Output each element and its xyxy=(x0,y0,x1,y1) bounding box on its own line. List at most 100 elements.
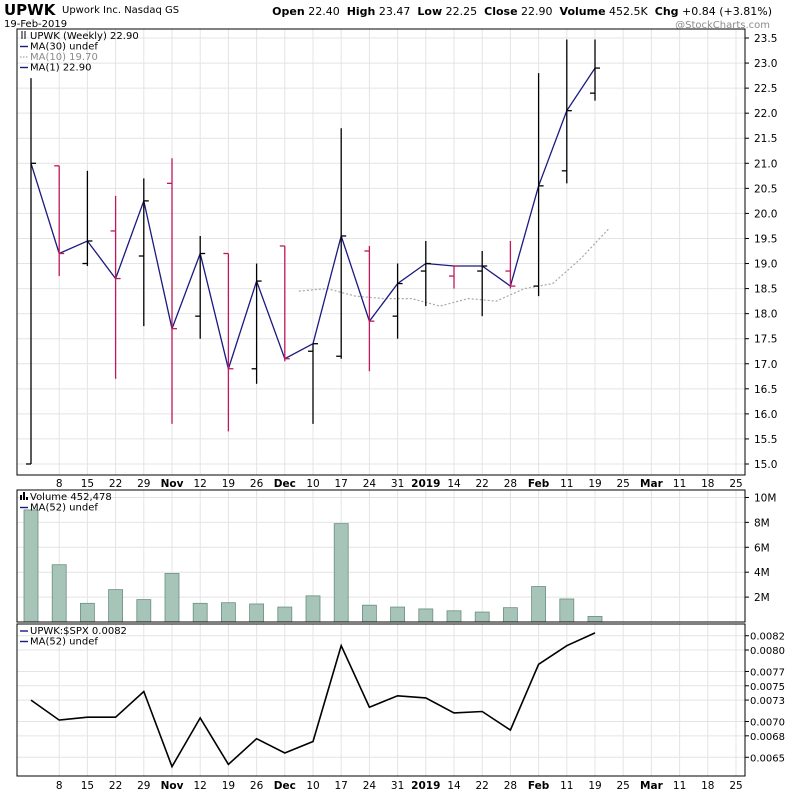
xtick-bottom-22: 11 xyxy=(673,780,686,792)
high-label: High xyxy=(346,5,376,18)
legend-label-1-1: MA(52) undef xyxy=(30,503,98,514)
low-value: 22.25 xyxy=(445,5,478,18)
price-ytick-label-16: 23.0 xyxy=(754,58,777,70)
xtick-bottom-16: 28 xyxy=(504,780,517,792)
chg-label: Chg xyxy=(654,5,679,18)
legend-label-2-0: UPWK:$SPX 0.0082 xyxy=(30,626,127,637)
chart-date: 19-Feb-2019 xyxy=(4,19,68,30)
volume-label: Volume xyxy=(559,5,606,18)
xtick-top-23: 18 xyxy=(701,478,714,490)
price-ytick-label-14: 22.0 xyxy=(754,108,777,120)
volume-panel-frame xyxy=(16,489,746,623)
price-ytick-label-6: 18.0 xyxy=(754,309,777,321)
volume-bar-20 xyxy=(587,615,603,623)
ohlc-bar-20 xyxy=(590,39,600,101)
ratio-ytick-label-6: 0.0080 xyxy=(750,646,785,657)
xtick-top-6: 19 xyxy=(222,478,235,490)
xtick-top-16: 28 xyxy=(504,478,517,490)
ohlc-bar-13 xyxy=(392,263,403,339)
ohlc-bar-16 xyxy=(477,251,488,317)
xtick-top-1: 15 xyxy=(81,478,94,490)
ratio-ytick-label-2: 0.0070 xyxy=(750,718,785,729)
legend-item-0-2: MA(10) 19.70 xyxy=(20,52,98,63)
grid-lines xyxy=(17,29,745,776)
xtick-bottom-10: 17 xyxy=(335,780,348,792)
close-value: 22.90 xyxy=(521,5,553,18)
volume-bar-3 xyxy=(108,589,123,623)
xtick-bottom-24: 25 xyxy=(729,780,742,792)
price-panel-frame xyxy=(16,28,746,476)
volume-bar-5 xyxy=(164,573,180,623)
xtick-top-10: 17 xyxy=(335,478,348,490)
ohlc-icon xyxy=(21,31,26,39)
ratio-ytick-label-4: 0.0075 xyxy=(750,682,785,693)
legend-item-1-1: MA(52) undef xyxy=(20,503,98,514)
volume-bar-15 xyxy=(446,610,462,623)
volume-bar-6 xyxy=(192,602,208,623)
ratio-line xyxy=(30,632,596,769)
volume-ytick-label-0: 2M xyxy=(754,592,770,604)
price-ytick-label-3: 16.5 xyxy=(754,384,777,396)
xtick-top-0: 8 xyxy=(56,478,63,490)
high-value: 23.47 xyxy=(378,5,411,18)
legend-item-2-0: UPWK:$SPX 0.0082 xyxy=(20,626,127,637)
volume-bar-14 xyxy=(418,608,434,623)
ohlc-bar-15 xyxy=(449,265,459,289)
xtick-top-17: Feb xyxy=(528,478,550,490)
xtick-bottom-15: 22 xyxy=(476,780,489,792)
xtick-bottom-11: 24 xyxy=(363,780,377,792)
xtick-bottom-3: 29 xyxy=(137,780,150,792)
xtick-bottom-20: 25 xyxy=(617,780,630,792)
ohlc-bar-8 xyxy=(251,263,262,384)
ohlc-bar-19 xyxy=(561,39,572,184)
xtick-top-5: 12 xyxy=(194,478,207,490)
volume-bar-2 xyxy=(80,602,95,623)
xtick-bottom-12: 31 xyxy=(391,780,404,792)
price-ytick-label-13: 21.5 xyxy=(754,133,777,145)
xtick-top-2: 22 xyxy=(109,478,122,490)
xtick-bottom-8: Dec xyxy=(274,780,296,792)
xtick-bottom-21: Mar xyxy=(640,780,664,792)
xtick-top-4: Nov xyxy=(161,478,184,490)
volume-bar-18 xyxy=(531,586,546,623)
volume-bar-13 xyxy=(390,606,406,623)
xtick-bottom-5: 12 xyxy=(194,780,207,792)
ratio-ytick-label-1: 0.0068 xyxy=(750,732,785,743)
legend-label-0-2: MA(10) 19.70 xyxy=(30,52,98,63)
price-ytick-label-2: 16.0 xyxy=(754,409,777,421)
volume-ytick-label-1: 4M xyxy=(754,567,770,579)
stockcharts-logo: @StockCharts.com xyxy=(675,20,770,31)
legend-label-0-0: UPWK (Weekly) 22.90 xyxy=(30,31,139,42)
xtick-top-24: 25 xyxy=(729,478,742,490)
volume-bar-9 xyxy=(277,606,293,623)
volume-bar-1 xyxy=(51,564,67,623)
legend-label-0-1: MA(30) undef xyxy=(30,42,98,53)
volume-ytick-label-3: 8M xyxy=(754,517,770,529)
low-label: Low xyxy=(417,5,443,18)
panel-frames xyxy=(16,28,746,777)
volume-bar-19 xyxy=(559,598,575,623)
ohlc-bar-1 xyxy=(54,165,65,277)
xtick-bottom-17: Feb xyxy=(528,780,550,792)
price-ytick-label-8: 19.0 xyxy=(754,259,777,271)
y-tick-labels: 15.0 15.5 16.0 16.5 17.0 17.5 18.0 18.5 19.0 19.5… xyxy=(745,33,785,764)
ohlc-bar-3 xyxy=(110,195,121,379)
price-ytick-label-5: 17.5 xyxy=(754,334,777,346)
xtick-bottom-23: 18 xyxy=(701,780,714,792)
ma10-line xyxy=(298,227,610,307)
ohlc-bars xyxy=(26,39,600,465)
legend-item-0-0: UPWK (Weekly) 22.90 xyxy=(21,31,139,42)
volume-bar-10 xyxy=(305,595,321,623)
price-ytick-label-12: 21.0 xyxy=(754,158,777,170)
volume-bar-16 xyxy=(474,611,490,623)
volume-icon xyxy=(20,492,28,500)
ratio-ytick-label-5: 0.0077 xyxy=(750,667,785,678)
ohlc-bar-7 xyxy=(223,252,234,432)
legend-label-2-1: MA(52) undef xyxy=(30,637,98,648)
price-ytick-label-7: 18.5 xyxy=(754,284,777,296)
ohlc-bar-11 xyxy=(336,128,347,359)
xtick-bottom-18: 11 xyxy=(560,780,573,792)
xtick-top-9: 10 xyxy=(306,478,319,490)
